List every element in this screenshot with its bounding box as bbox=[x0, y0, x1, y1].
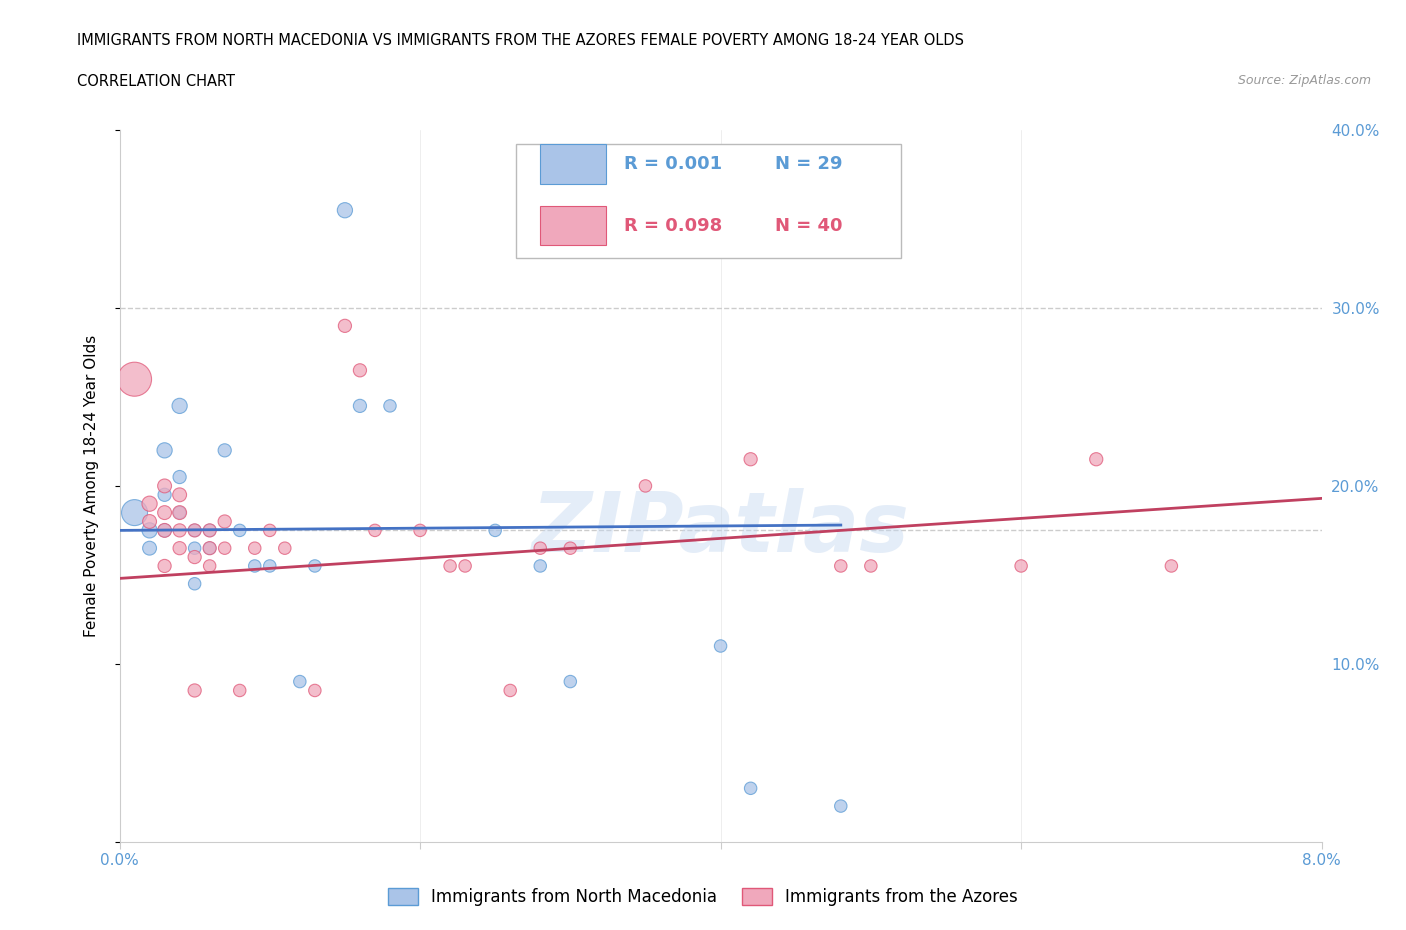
Point bbox=[183, 523, 205, 538]
Point bbox=[198, 523, 221, 538]
Point bbox=[560, 674, 582, 689]
Point bbox=[333, 318, 356, 333]
Point bbox=[304, 559, 326, 574]
Point bbox=[153, 523, 176, 538]
Point bbox=[378, 398, 401, 413]
Text: ZIPatlas: ZIPatlas bbox=[531, 488, 910, 569]
Point bbox=[304, 683, 326, 698]
Point bbox=[349, 398, 371, 413]
Point bbox=[124, 372, 146, 387]
Point bbox=[169, 540, 191, 555]
Text: R = 0.001: R = 0.001 bbox=[624, 155, 723, 173]
Point bbox=[830, 799, 852, 814]
Point bbox=[153, 443, 176, 458]
Point bbox=[243, 540, 266, 555]
Point bbox=[124, 505, 146, 520]
Text: CORRELATION CHART: CORRELATION CHART bbox=[77, 74, 235, 89]
Point bbox=[138, 514, 160, 529]
Point bbox=[214, 443, 236, 458]
Point bbox=[529, 559, 551, 574]
Point bbox=[529, 540, 551, 555]
Point bbox=[169, 487, 191, 502]
Point bbox=[364, 523, 387, 538]
Point bbox=[169, 398, 191, 413]
Point bbox=[634, 479, 657, 494]
Point bbox=[138, 497, 160, 512]
Point bbox=[274, 540, 297, 555]
Point bbox=[288, 674, 311, 689]
Text: N = 40: N = 40 bbox=[775, 218, 842, 235]
Point bbox=[198, 540, 221, 555]
Point bbox=[214, 540, 236, 555]
Point bbox=[560, 540, 582, 555]
Legend: Immigrants from North Macedonia, Immigrants from the Azores: Immigrants from North Macedonia, Immigra… bbox=[381, 881, 1025, 912]
Point bbox=[259, 523, 281, 538]
Text: N = 29: N = 29 bbox=[775, 155, 842, 173]
Point bbox=[484, 523, 506, 538]
Point bbox=[214, 514, 236, 529]
Text: R = 0.098: R = 0.098 bbox=[624, 218, 723, 235]
Point bbox=[859, 559, 882, 574]
Point bbox=[740, 452, 762, 467]
Point bbox=[439, 559, 461, 574]
Point bbox=[169, 523, 191, 538]
Bar bbox=[540, 206, 606, 246]
Point bbox=[169, 505, 191, 520]
Point bbox=[153, 479, 176, 494]
Point bbox=[198, 540, 221, 555]
Text: Source: ZipAtlas.com: Source: ZipAtlas.com bbox=[1237, 74, 1371, 87]
Text: IMMIGRANTS FROM NORTH MACEDONIA VS IMMIGRANTS FROM THE AZORES FEMALE POVERTY AMO: IMMIGRANTS FROM NORTH MACEDONIA VS IMMIG… bbox=[77, 33, 965, 47]
Point bbox=[198, 559, 221, 574]
Point bbox=[830, 559, 852, 574]
Point bbox=[243, 559, 266, 574]
Point bbox=[153, 559, 176, 574]
Point bbox=[183, 540, 205, 555]
Point bbox=[228, 523, 252, 538]
Point bbox=[153, 523, 176, 538]
Point bbox=[499, 683, 522, 698]
FancyBboxPatch shape bbox=[516, 144, 901, 259]
Point bbox=[1010, 559, 1032, 574]
Point bbox=[183, 523, 205, 538]
Point bbox=[740, 781, 762, 796]
Point bbox=[349, 363, 371, 378]
Point bbox=[153, 487, 176, 502]
Point bbox=[183, 550, 205, 565]
Point bbox=[198, 523, 221, 538]
Point bbox=[169, 470, 191, 485]
Point bbox=[409, 523, 432, 538]
Point bbox=[709, 639, 731, 654]
Point bbox=[138, 523, 160, 538]
Point bbox=[153, 505, 176, 520]
Point bbox=[333, 203, 356, 218]
Point bbox=[228, 683, 252, 698]
Point bbox=[183, 577, 205, 591]
Point bbox=[169, 505, 191, 520]
Point bbox=[1160, 559, 1182, 574]
Point bbox=[1085, 452, 1108, 467]
Bar bbox=[540, 144, 606, 183]
Point bbox=[259, 559, 281, 574]
Y-axis label: Female Poverty Among 18-24 Year Olds: Female Poverty Among 18-24 Year Olds bbox=[84, 335, 98, 637]
Point bbox=[183, 683, 205, 698]
Point bbox=[138, 540, 160, 555]
Point bbox=[454, 559, 477, 574]
